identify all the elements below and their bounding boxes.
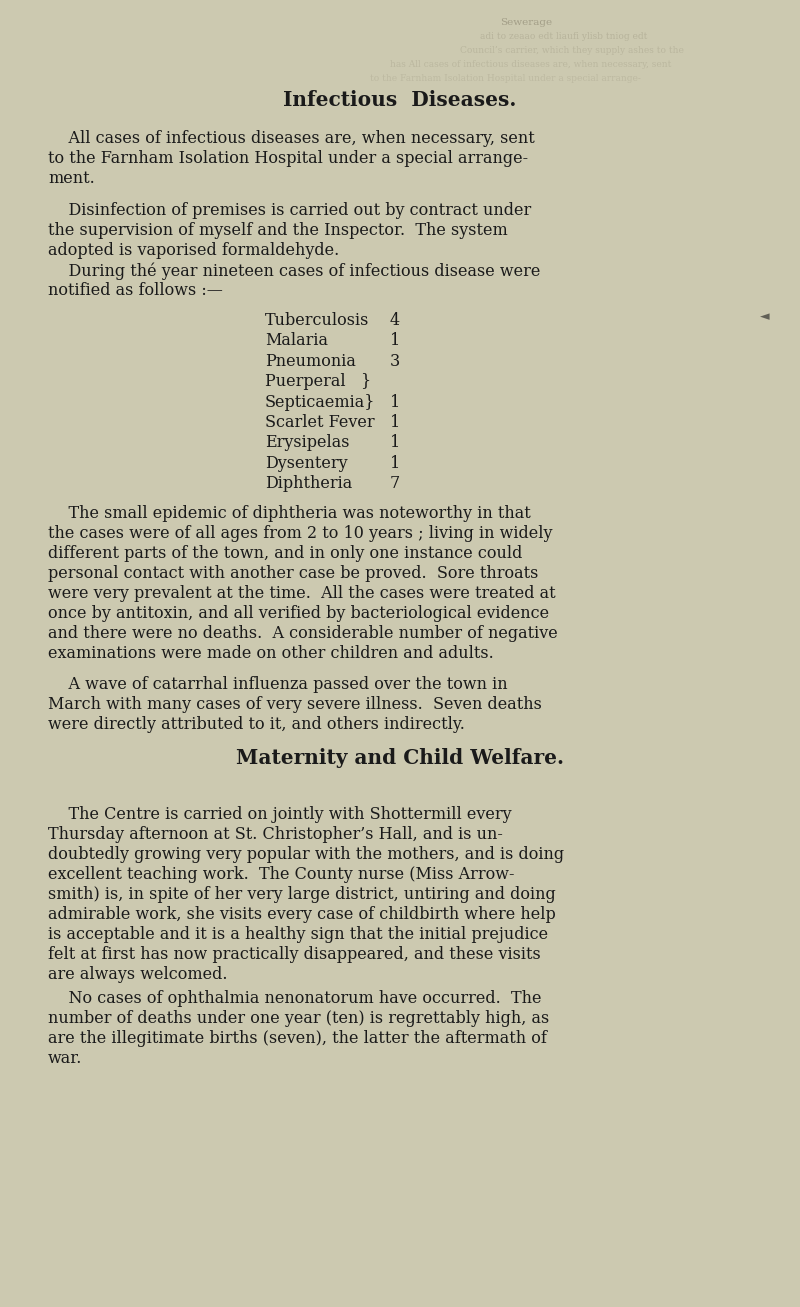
Text: No cases of ophthalmia nenonatorum have occurred.  The: No cases of ophthalmia nenonatorum have … <box>48 989 542 1006</box>
Text: number of deaths under one year (ten) is regrettably high, as: number of deaths under one year (ten) is… <box>48 1010 550 1027</box>
Text: Puerperal   }: Puerperal } <box>265 374 371 391</box>
Text: Disinfection of premises is carried out by contract under: Disinfection of premises is carried out … <box>48 203 531 220</box>
Text: 1: 1 <box>390 455 400 472</box>
Text: Maternity and Child Welfare.: Maternity and Child Welfare. <box>236 748 564 769</box>
Text: 1: 1 <box>390 393 400 410</box>
Text: Council’s carrier, which they supply ashes to the: Council’s carrier, which they supply ash… <box>460 46 684 55</box>
Text: the supervision of myself and the Inspector.  The system: the supervision of myself and the Inspec… <box>48 222 508 239</box>
Text: 3: 3 <box>390 353 400 370</box>
Text: has All cases of infectious diseases are, when necessary, sent: has All cases of infectious diseases are… <box>390 60 671 69</box>
Text: notified as follows :—: notified as follows :— <box>48 282 223 299</box>
Text: war.: war. <box>48 1050 82 1067</box>
Text: once by antitoxin, and all verified by bacteriological evidence: once by antitoxin, and all verified by b… <box>48 605 549 622</box>
Text: different parts of the town, and in only one instance could: different parts of the town, and in only… <box>48 545 522 562</box>
Text: 4: 4 <box>390 312 400 329</box>
Text: During thé year nineteen cases of infectious disease were: During thé year nineteen cases of infect… <box>48 261 540 280</box>
Text: 1: 1 <box>390 332 400 349</box>
Text: the cases were of all ages from 2 to 10 years ; living in widely: the cases were of all ages from 2 to 10 … <box>48 525 553 542</box>
Text: Septicaemia}: Septicaemia} <box>265 393 375 410</box>
Text: 1: 1 <box>390 434 400 451</box>
Text: doubtedly growing very popular with the mothers, and is doing: doubtedly growing very popular with the … <box>48 846 564 863</box>
Text: to the Farnham Isolation Hospital under a special arrange-: to the Farnham Isolation Hospital under … <box>48 150 528 167</box>
Text: 7: 7 <box>390 476 400 493</box>
Text: Scarlet Fever: Scarlet Fever <box>265 414 374 431</box>
Text: adi to zeaao edt liaufi ylisb tniog edt: adi to zeaao edt liaufi ylisb tniog edt <box>480 31 647 41</box>
Text: to the Farnham Isolation Hospital under a special arrange-: to the Farnham Isolation Hospital under … <box>370 74 641 84</box>
Text: The small epidemic of diphtheria was noteworthy in that: The small epidemic of diphtheria was not… <box>48 505 530 521</box>
Text: Thursday afternoon at St. Christopher’s Hall, and is un-: Thursday afternoon at St. Christopher’s … <box>48 826 503 843</box>
Text: are always welcomed.: are always welcomed. <box>48 966 227 983</box>
Text: Sewerage: Sewerage <box>500 18 552 27</box>
Text: All cases of infectious diseases are, when necessary, sent: All cases of infectious diseases are, wh… <box>48 129 534 146</box>
Text: March with many cases of very severe illness.  Seven deaths: March with many cases of very severe ill… <box>48 697 542 714</box>
Text: excellent teaching work.  The County nurse (Miss Arrow-: excellent teaching work. The County nurs… <box>48 867 514 884</box>
Text: Dysentery: Dysentery <box>265 455 348 472</box>
Text: were very prevalent at the time.  All the cases were treated at: were very prevalent at the time. All the… <box>48 586 556 603</box>
Text: examinations were made on other children and adults.: examinations were made on other children… <box>48 644 494 663</box>
Text: admirable work, she visits every case of childbirth where help: admirable work, she visits every case of… <box>48 906 556 923</box>
Text: The Centre is carried on jointly with Shottermill every: The Centre is carried on jointly with Sh… <box>48 806 512 823</box>
Text: Pneumonia: Pneumonia <box>265 353 356 370</box>
Text: adopted is vaporised formaldehyde.: adopted is vaporised formaldehyde. <box>48 242 339 259</box>
Text: Infectious  Diseases.: Infectious Diseases. <box>283 90 517 110</box>
Text: ment.: ment. <box>48 170 94 187</box>
Text: Malaria: Malaria <box>265 332 328 349</box>
Text: A wave of catarrhal influenza passed over the town in: A wave of catarrhal influenza passed ove… <box>48 676 508 693</box>
Text: and there were no deaths.  A considerable number of negative: and there were no deaths. A considerable… <box>48 625 558 642</box>
Text: ◄: ◄ <box>760 310 770 323</box>
Text: were directly attributed to it, and others indirectly.: were directly attributed to it, and othe… <box>48 716 465 733</box>
Text: 1: 1 <box>390 414 400 431</box>
Text: felt at first has now practically disappeared, and these visits: felt at first has now practically disapp… <box>48 946 541 963</box>
Text: are the illegitimate births (seven), the latter the aftermath of: are the illegitimate births (seven), the… <box>48 1030 547 1047</box>
Text: Tuberculosis: Tuberculosis <box>265 312 370 329</box>
Text: smith) is, in spite of her very large district, untiring and doing: smith) is, in spite of her very large di… <box>48 886 556 903</box>
Text: personal contact with another case be proved.  Sore throats: personal contact with another case be pr… <box>48 565 538 582</box>
Text: Diphtheria: Diphtheria <box>265 476 352 493</box>
Text: Erysipelas: Erysipelas <box>265 434 350 451</box>
Text: is acceptable and it is a healthy sign that the initial prejudice: is acceptable and it is a healthy sign t… <box>48 925 548 942</box>
